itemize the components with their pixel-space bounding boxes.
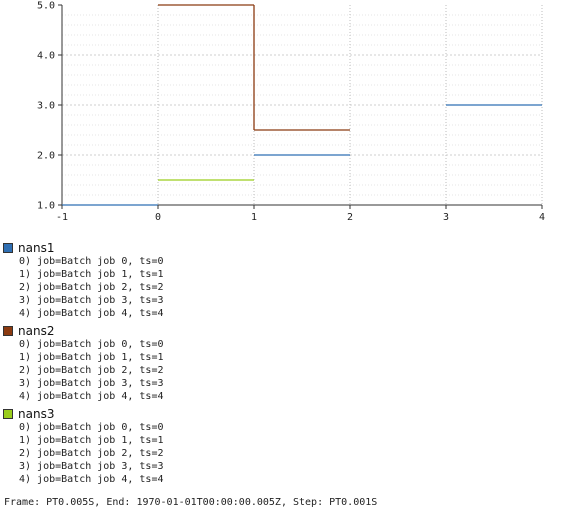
y-tick-label: 5.0: [37, 1, 55, 12]
legend: nans1 0) job=Batch job 0, ts=0 1) job=Ba…: [3, 240, 563, 489]
legend-item-list: 0) job=Batch job 0, ts=0 1) job=Batch jo…: [3, 421, 563, 486]
y-tick-label: 4.0: [37, 51, 55, 62]
list-item: 2) job=Batch job 2, ts=2: [19, 282, 164, 293]
list-item: 3) job=Batch job 3, ts=3: [19, 461, 164, 472]
chart-grid: [62, 5, 543, 205]
legend-group-nans1: nans1 0) job=Batch job 0, ts=0 1) job=Ba…: [3, 240, 563, 320]
series-nans1: [62, 104, 542, 206]
legend-group-nans3: nans3 0) job=Batch job 0, ts=0 1) job=Ba…: [3, 406, 563, 486]
y-tick-label: 2.0: [37, 151, 55, 162]
legend-swatch: [3, 325, 13, 336]
legend-swatch: [3, 408, 13, 419]
list-item: 4) job=Batch job 4, ts=4: [19, 474, 164, 485]
legend-entry[interactable]: nans2: [3, 323, 563, 338]
x-tick-label: 3: [443, 212, 449, 223]
x-tick-label: -1: [56, 212, 68, 223]
list-item: 4) job=Batch job 4, ts=4: [19, 308, 164, 319]
series-nans2: [158, 4, 350, 131]
legend-series-name: nans2: [18, 323, 55, 338]
x-tick-label: 1: [251, 212, 257, 223]
legend-entry[interactable]: nans3: [3, 406, 563, 421]
legend-series-name: nans1: [18, 240, 55, 255]
legend-item-list: 0) job=Batch job 0, ts=0 1) job=Batch jo…: [3, 338, 563, 403]
list-item: 3) job=Batch job 3, ts=3: [19, 378, 164, 389]
list-item: 0) job=Batch job 0, ts=0: [19, 339, 164, 350]
step-chart: 1.0 2.0 3.0 4.0 5.0 -1 0 1 2 3 4: [37, 1, 545, 224]
chart-series: [62, 4, 542, 206]
legend-group-nans2: nans2 0) job=Batch job 0, ts=0 1) job=Ba…: [3, 323, 563, 403]
list-item: 2) job=Batch job 2, ts=2: [19, 365, 164, 376]
x-tick-label: 4: [539, 212, 545, 223]
list-item: 1) job=Batch job 1, ts=1: [19, 352, 164, 363]
frame-status-footer: Frame: PT0.005S, End: 1970-01-01T00:00:0…: [4, 497, 378, 508]
y-tick-label: 3.0: [37, 101, 55, 112]
legend-swatch: [3, 242, 13, 253]
list-item: 3) job=Batch job 3, ts=3: [19, 295, 164, 306]
legend-entry[interactable]: nans1: [3, 240, 563, 255]
legend-item-list: 0) job=Batch job 0, ts=0 1) job=Batch jo…: [3, 255, 563, 320]
legend-series-name: nans3: [18, 406, 55, 421]
list-item: 1) job=Batch job 1, ts=1: [19, 435, 164, 446]
x-tick-label: 0: [155, 212, 161, 223]
list-item: 0) job=Batch job 0, ts=0: [19, 256, 164, 267]
list-item: 4) job=Batch job 4, ts=4: [19, 391, 164, 402]
x-tick-label: 2: [347, 212, 353, 223]
list-item: 0) job=Batch job 0, ts=0: [19, 422, 164, 433]
y-tick-label: 1.0: [37, 201, 55, 212]
list-item: 1) job=Batch job 1, ts=1: [19, 269, 164, 280]
list-item: 2) job=Batch job 2, ts=2: [19, 448, 164, 459]
chart-tick-labels: 1.0 2.0 3.0 4.0 5.0 -1 0 1 2 3 4: [37, 1, 545, 224]
